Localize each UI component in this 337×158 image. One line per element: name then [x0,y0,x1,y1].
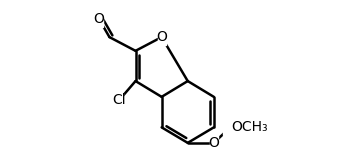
Bar [115,93,123,108]
Bar [95,12,103,27]
Text: O: O [156,30,167,44]
Bar [223,120,241,135]
Text: OCH₃: OCH₃ [232,120,268,134]
Bar [157,30,166,45]
Text: Cl: Cl [112,93,126,107]
Text: O: O [208,136,219,150]
Text: O: O [94,12,104,26]
Bar [210,135,218,150]
